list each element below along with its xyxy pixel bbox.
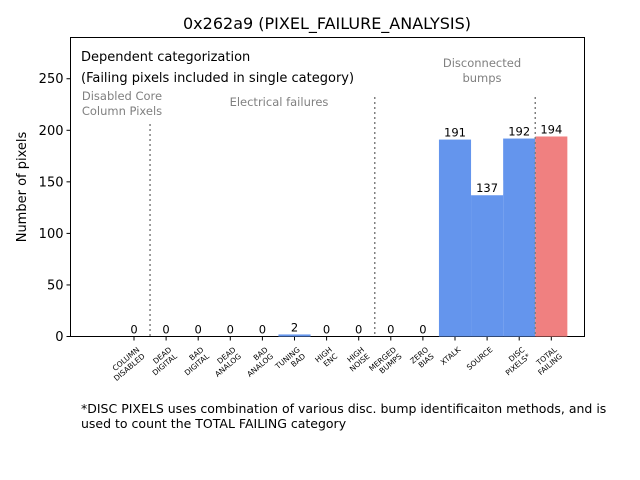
y-tick-label: 0	[55, 330, 63, 345]
bar	[535, 136, 568, 337]
y-tick-label: 100	[39, 227, 64, 242]
section-label-disabled-line2: Column Pixels	[82, 104, 162, 118]
footnote: *DISC PIXELS uses combination of various…	[81, 401, 607, 431]
x-tick-label: HIGHENC	[313, 345, 339, 371]
section-label-bumps-line1: Disconnected	[443, 56, 521, 70]
y-tick-label: 200	[39, 124, 64, 139]
data-label: 192	[508, 125, 530, 139]
section-label-disabled-line1: Disabled Core	[82, 89, 162, 103]
chart-title: 0x262a9 (PIXEL_FAILURE_ANALYSIS)	[183, 14, 471, 34]
x-tick-label: BADDIGITAL	[177, 345, 211, 378]
data-label: 0	[355, 323, 362, 337]
y-axis-label: Number of pixels	[15, 131, 30, 242]
x-tick-label: COLUMNDISABLED	[106, 345, 146, 383]
data-label: 0	[323, 323, 330, 337]
data-label: 0	[419, 323, 426, 337]
annotation-heading-line1: Dependent categorization	[81, 50, 250, 65]
x-tick-label: TUNINGBAD	[273, 345, 308, 378]
data-label: 0	[162, 323, 169, 337]
y-tick-label: 50	[47, 278, 64, 293]
x-tick-label: DEADANALOG	[208, 345, 244, 379]
bar	[438, 139, 472, 337]
annotation-heading-line2: (Failing pixels included in single categ…	[81, 71, 354, 86]
data-label: 0	[195, 323, 202, 337]
x-tick-label: TOTALFAILING	[531, 345, 565, 377]
data-label: 0	[259, 323, 266, 337]
x-tick-label: DISCPIXELS*	[498, 345, 532, 377]
x-tick-label: HIGHNOISE	[342, 345, 371, 374]
x-tick-label: DEADDIGITAL	[145, 345, 179, 378]
x-tick-label: SOURCE	[465, 345, 495, 372]
data-label: 194	[540, 122, 562, 136]
data-label: 137	[476, 181, 498, 195]
x-tick-label-line: SOURCE	[465, 345, 495, 372]
y-tick-label: 150	[39, 175, 64, 190]
x-tick-label-line: XTALK	[439, 344, 463, 367]
y-tick-label: 250	[39, 72, 64, 87]
bar	[278, 334, 311, 337]
data-label: 2	[291, 320, 298, 334]
data-label: 191	[444, 126, 466, 140]
x-tick-label: BADANALOG	[240, 345, 276, 379]
bar	[503, 138, 536, 337]
x-tick-label: XTALK	[439, 344, 463, 367]
x-tick-label: ZEROBIAS	[408, 345, 436, 372]
data-label: 0	[130, 323, 137, 337]
plot-area-frame	[70, 37, 585, 337]
data-label: 0	[387, 323, 394, 337]
x-tick-label: MERGEDBUMPS	[367, 345, 404, 380]
data-label: 0	[227, 323, 234, 337]
section-label-electrical: Electrical failures	[230, 95, 329, 109]
bar	[471, 195, 504, 337]
section-label-bumps-line2: bumps	[462, 71, 501, 85]
data-label-background	[471, 180, 504, 195]
